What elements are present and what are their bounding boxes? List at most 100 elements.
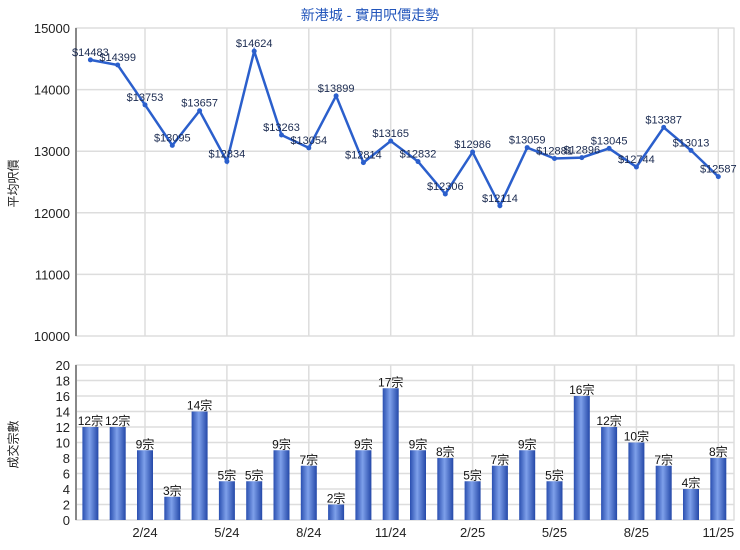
price-data-label: $13387 bbox=[645, 114, 682, 126]
price-data-label: $12832 bbox=[400, 149, 437, 161]
volume-data-label: 9宗 bbox=[409, 436, 428, 451]
volume-data-label: 2宗 bbox=[327, 491, 346, 506]
x-tick-label: 5/25 bbox=[542, 525, 567, 540]
volume-data-label: 8宗 bbox=[709, 444, 728, 459]
volume-tick-label: 14 bbox=[56, 405, 70, 420]
price-data-label: $12587 bbox=[700, 164, 737, 176]
volume-data-label: 17宗 bbox=[378, 374, 403, 389]
volume-bar bbox=[355, 450, 372, 520]
price-data-label: $13263 bbox=[263, 122, 300, 134]
volume-data-label: 12宗 bbox=[105, 413, 130, 428]
volume-tick-label: 2 bbox=[63, 498, 70, 513]
price-point bbox=[688, 147, 694, 153]
price-data-label: $12834 bbox=[209, 148, 246, 160]
price-data-label: $12881 bbox=[536, 146, 573, 158]
price-line bbox=[90, 46, 720, 209]
volume-data-label: 5宗 bbox=[463, 467, 482, 482]
volume-bar bbox=[328, 504, 345, 520]
volume-data-label: 12宗 bbox=[596, 413, 621, 428]
price-point bbox=[251, 48, 257, 54]
price-data-label: $13054 bbox=[290, 135, 327, 147]
volume-bar bbox=[191, 411, 208, 520]
price-point bbox=[115, 62, 121, 68]
price-tick-label: 12000 bbox=[34, 206, 70, 221]
price-point bbox=[197, 108, 203, 114]
volume-tick-label: 4 bbox=[63, 482, 70, 497]
price-point bbox=[524, 145, 530, 151]
volume-tick-label: 0 bbox=[63, 513, 70, 528]
price-data-label: $13899 bbox=[318, 83, 355, 95]
price-data-label: $13753 bbox=[127, 92, 164, 104]
volume-bar bbox=[246, 481, 263, 520]
volume-bar bbox=[519, 450, 536, 520]
volume-tick-label: 8 bbox=[63, 451, 70, 466]
x-tick-label: 2/25 bbox=[460, 525, 485, 540]
chart-title: 新港城 - 實用呎價走勢 bbox=[300, 7, 440, 23]
price-tick-label: 10000 bbox=[34, 329, 70, 344]
volume-data-label: 14宗 bbox=[187, 398, 212, 413]
volume-data-label: 8宗 bbox=[436, 444, 455, 459]
price-data-label: $12744 bbox=[618, 154, 655, 166]
volume-tick-label: 16 bbox=[56, 389, 70, 404]
price-tick-label: 14000 bbox=[34, 83, 70, 98]
volume-data-label: 7宗 bbox=[654, 452, 673, 467]
x-tick-label: 11/25 bbox=[703, 525, 735, 540]
price-point bbox=[661, 124, 667, 130]
price-point bbox=[715, 174, 721, 180]
volume-bar bbox=[491, 465, 508, 520]
volume-data-label: 3宗 bbox=[163, 483, 182, 498]
price-point bbox=[606, 145, 612, 151]
price-point bbox=[552, 156, 557, 162]
volume-data-label: 4宗 bbox=[682, 475, 701, 490]
price-data-label: $14483 bbox=[72, 47, 109, 59]
volume-bar bbox=[164, 496, 181, 520]
volume-tick-label: 6 bbox=[63, 467, 70, 482]
volume-bar bbox=[382, 388, 399, 520]
volume-data-label: 9宗 bbox=[272, 436, 291, 451]
price-data-label: $13165 bbox=[372, 128, 409, 140]
price-point bbox=[360, 160, 366, 166]
price-point bbox=[388, 138, 394, 144]
volume-bar bbox=[300, 465, 317, 520]
price-point bbox=[87, 57, 93, 63]
volume-data-label: 5宗 bbox=[218, 467, 237, 482]
price-data-label: $13045 bbox=[591, 135, 628, 147]
volume-tick-label: 12 bbox=[56, 420, 70, 435]
price-data-label: $12306 bbox=[427, 181, 464, 193]
volume-data-label: 7宗 bbox=[299, 452, 318, 467]
x-tick-label: 11/24 bbox=[375, 525, 407, 540]
volume-tick-label: 10 bbox=[56, 436, 70, 451]
price-tick-label: 11000 bbox=[35, 267, 70, 282]
volume-tick-label: 18 bbox=[56, 374, 70, 389]
x-tick-label: 8/24 bbox=[296, 525, 321, 540]
price-point bbox=[415, 159, 421, 165]
price-data-label: $13059 bbox=[509, 135, 546, 147]
price-point bbox=[633, 164, 639, 170]
price-data-label: $14624 bbox=[236, 38, 273, 50]
volume-data-label: 9宗 bbox=[518, 436, 537, 451]
volume-bar bbox=[683, 489, 699, 520]
price-data-label: $14399 bbox=[99, 52, 136, 64]
volume-bar bbox=[82, 427, 99, 520]
volume-bar bbox=[628, 442, 645, 520]
price-plot-area bbox=[75, 27, 735, 337]
volume-data-label: 16宗 bbox=[569, 382, 594, 397]
volume-bar bbox=[546, 481, 563, 520]
price-point bbox=[470, 149, 476, 155]
volume-bar bbox=[109, 427, 126, 520]
price-tick-label: 15000 bbox=[34, 21, 70, 36]
price-point bbox=[333, 93, 339, 99]
volume-data-label: 5宗 bbox=[545, 467, 564, 482]
volume-data-label: 7宗 bbox=[491, 452, 510, 467]
volume-bar bbox=[655, 465, 672, 520]
price-point bbox=[169, 142, 175, 148]
price-data-label: $12986 bbox=[454, 139, 491, 151]
price-tick-label: 13000 bbox=[34, 144, 70, 159]
volume-bar bbox=[410, 450, 426, 520]
price-point bbox=[142, 102, 148, 108]
volume-data-label: 5宗 bbox=[245, 467, 264, 482]
volume-tick-label: 20 bbox=[56, 358, 70, 373]
volume-data-label: 9宗 bbox=[354, 436, 373, 451]
price-data-label: $13095 bbox=[154, 132, 191, 144]
